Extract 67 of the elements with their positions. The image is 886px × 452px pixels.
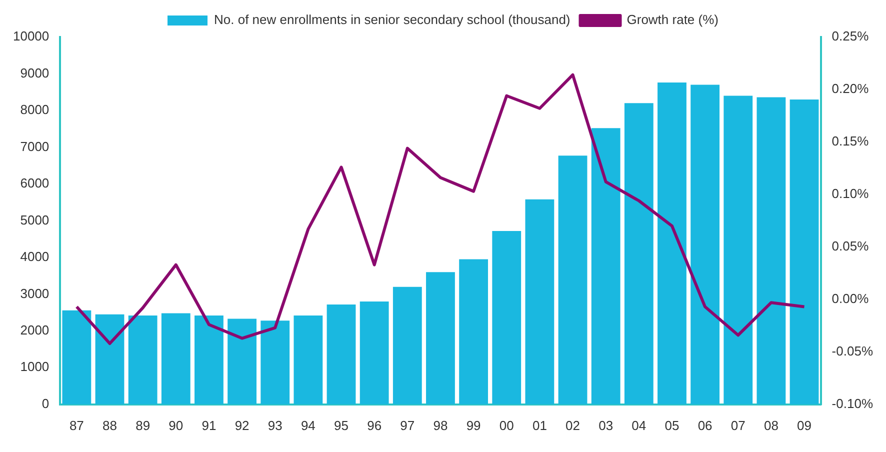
x-tick-label: 94 xyxy=(300,418,316,433)
x-tick-label: 01 xyxy=(532,418,547,433)
bar xyxy=(492,230,522,404)
bar xyxy=(392,286,422,404)
x-tick-label: 03 xyxy=(598,418,614,433)
y-tick-label: 1000 xyxy=(20,359,50,374)
x-tick-label: 96 xyxy=(367,418,382,433)
bar xyxy=(756,97,786,404)
y2-tick-label: 0.20% xyxy=(832,81,870,96)
y-tick-label: 4000 xyxy=(20,249,50,264)
y2-tick-label: 0.05% xyxy=(832,238,870,254)
bar xyxy=(95,314,124,404)
x-tick-label: 00 xyxy=(499,418,514,433)
y2-tick-label: -0.10% xyxy=(832,396,874,411)
y2-tick-label: 0.25% xyxy=(832,28,870,44)
y-tick-label: 6000 xyxy=(20,176,50,191)
bar xyxy=(591,128,620,404)
y-tick-label: 7000 xyxy=(20,138,50,154)
y2-tick-label: 0.00% xyxy=(832,291,870,306)
x-tick-label: 89 xyxy=(136,418,150,433)
x-tick-label: 07 xyxy=(730,418,746,433)
bar xyxy=(194,315,224,404)
bar xyxy=(790,99,819,404)
x-tick-label: 08 xyxy=(764,418,778,433)
bar xyxy=(624,103,654,404)
x-tick-label: 90 xyxy=(168,418,184,433)
bar xyxy=(459,259,488,404)
bar xyxy=(558,156,588,404)
x-tick-label: 97 xyxy=(400,418,415,433)
bar xyxy=(228,318,256,404)
y-tick-label: 10000 xyxy=(12,28,50,44)
bar xyxy=(426,272,455,404)
x-tick-label: 06 xyxy=(698,418,712,433)
bar xyxy=(128,315,158,404)
y-tick-label: 9000 xyxy=(20,65,50,80)
y-tick-label: 8000 xyxy=(20,102,50,118)
y-tick-label: 5000 xyxy=(20,212,50,228)
x-tick-label: 09 xyxy=(797,418,812,433)
bar xyxy=(326,304,356,404)
bar xyxy=(658,82,686,404)
y2-tick-label: -0.05% xyxy=(832,343,874,358)
bar xyxy=(294,315,323,404)
y-tick-label: 0 xyxy=(42,396,50,411)
x-tick-label: 04 xyxy=(632,418,646,433)
x-tick-label: 88 xyxy=(102,418,117,433)
x-tick-label: 91 xyxy=(202,418,216,433)
bar xyxy=(161,313,190,404)
bar xyxy=(360,302,389,404)
x-tick-label: 92 xyxy=(234,418,250,433)
legend-label: No. of new enrollments in senior secondary school (thousand) xyxy=(214,12,570,28)
bar xyxy=(525,199,554,404)
x-tick-label: 99 xyxy=(466,418,481,433)
y2-tick-label: 0.15% xyxy=(832,134,870,149)
x-tick-label: 95 xyxy=(334,418,348,433)
x-tick-label: 98 xyxy=(433,418,448,433)
x-tick-label: 87 xyxy=(69,418,84,433)
legend-label: Growth rate (%) xyxy=(626,12,718,28)
y2-tick-label: 0.10% xyxy=(832,186,870,202)
bar xyxy=(724,96,753,404)
bar xyxy=(260,320,290,404)
x-tick-label: 05 xyxy=(664,418,680,433)
bar xyxy=(690,84,720,404)
y-tick-label: 3000 xyxy=(20,286,50,301)
y-tick-label: 2000 xyxy=(20,322,50,338)
x-tick-label: 93 xyxy=(268,418,282,433)
x-tick-label: 02 xyxy=(566,418,580,433)
bar xyxy=(62,310,92,404)
